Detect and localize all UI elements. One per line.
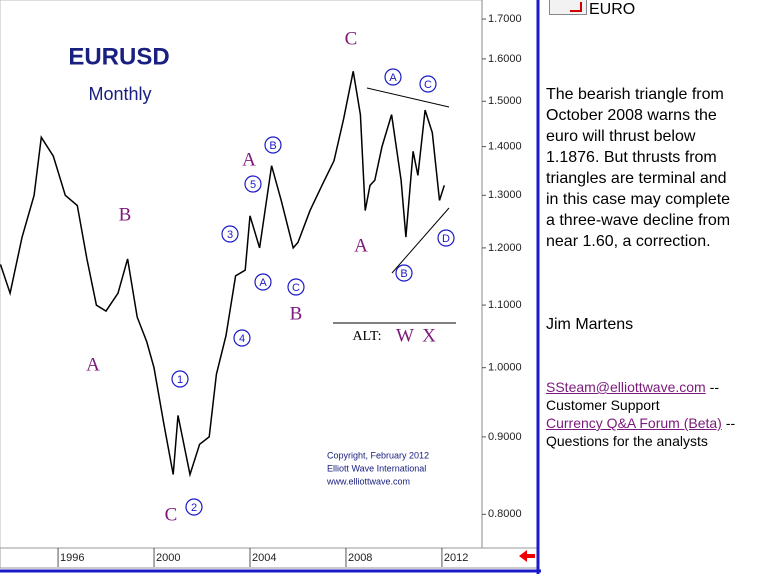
link-caption: Customer Support xyxy=(546,397,660,413)
link-suffix: -- xyxy=(709,379,720,395)
wave-label: C xyxy=(345,28,358,49)
sidebar: EURO The bearish triangle from October 20… xyxy=(541,0,770,570)
circled-label: D xyxy=(442,233,450,245)
y-tick-label: 1.4000 xyxy=(488,141,522,153)
wave-label: B xyxy=(290,303,303,324)
paragraph-line: The bearish triangle from xyxy=(546,86,724,103)
x-tick-label: 1996 xyxy=(60,552,84,564)
x-tick-label: 2000 xyxy=(156,552,180,564)
wave-label: B xyxy=(119,204,132,225)
wave-label: C xyxy=(165,504,178,525)
icon[interactable] xyxy=(549,0,587,15)
paragraph: The bearish triangle from October 2008 wa… xyxy=(546,84,730,252)
y-axis-area xyxy=(482,0,537,548)
y-tick-label: 1.5000 xyxy=(488,95,522,107)
chart-title: EURUSD xyxy=(68,43,169,70)
trendline xyxy=(391,207,450,274)
header: EURO xyxy=(589,1,636,18)
wave-label: A xyxy=(354,235,368,256)
circle-marker xyxy=(244,175,262,193)
paragraph-line: a three-wave decline from xyxy=(546,212,731,229)
y-tick-label: 1.3000 xyxy=(488,189,522,201)
circle-marker xyxy=(419,75,437,93)
link[interactable]: Currency Q&A Forum (Beta) xyxy=(546,415,722,431)
circle-marker xyxy=(264,136,282,154)
wave-label: A xyxy=(86,354,100,375)
circle-marker xyxy=(254,273,272,291)
y-tick-label: 1.6000 xyxy=(488,53,522,65)
copyright: Elliott Wave International xyxy=(327,463,426,473)
link-suffix: -- xyxy=(725,415,736,431)
y-tick-label: 0.8000 xyxy=(488,508,522,520)
circle-marker xyxy=(221,225,239,243)
copyright: Copyright, February 2012 xyxy=(327,450,429,460)
link-row: Currency Q&A Forum (Beta) -- xyxy=(546,414,735,432)
y-tick-label: 1.7000 xyxy=(488,13,522,25)
x-tick-label: 2012 xyxy=(444,552,468,564)
circle-marker xyxy=(384,68,402,86)
scroll-arrow[interactable] xyxy=(519,550,535,562)
circled-label: C xyxy=(424,79,432,91)
circled-label: 4 xyxy=(239,333,245,345)
circled-label: A xyxy=(259,277,267,289)
author: Jim Martens xyxy=(546,316,634,333)
x-tick-label: 2004 xyxy=(252,552,276,564)
y-tick-label: 1.2000 xyxy=(488,242,522,254)
copyright: www.elliottwave.com xyxy=(326,476,410,486)
wave-label: A xyxy=(242,149,256,170)
circled-label: C xyxy=(292,282,300,294)
circled-label: 3 xyxy=(227,229,233,241)
paragraph-line: October 2008 warns the xyxy=(546,107,717,124)
link[interactable]: SSteam@elliottwave.com xyxy=(546,379,706,395)
y-tick-label: 0.9000 xyxy=(488,431,522,443)
price-line xyxy=(0,71,446,478)
paragraph-line: in this case may complete xyxy=(546,191,731,208)
alt-label: X xyxy=(422,325,436,346)
y-tick-label: 1.0000 xyxy=(488,362,522,374)
circle-marker xyxy=(395,264,413,282)
chart-subtitle: Monthly xyxy=(88,84,151,104)
circle-marker xyxy=(287,278,305,296)
y-tick-label: 1.1000 xyxy=(488,299,522,311)
links: SSteam@elliottwave.com -- Customer Support… xyxy=(546,378,735,450)
circled-label: A xyxy=(389,72,397,84)
chart: EURUSD Monthly 0.8000 0.9000 1.0000 1.1000 1… xyxy=(0,0,541,574)
circle-marker xyxy=(185,498,203,516)
link-caption: Questions for the analysts xyxy=(546,433,708,449)
circled-label: B xyxy=(269,140,276,152)
circle-marker xyxy=(233,329,251,347)
paragraph-line: 1.1876. But thrusts from xyxy=(546,149,717,166)
paragraph-line: triangles are terminal and xyxy=(546,170,727,187)
circled-label: 1 xyxy=(177,374,183,386)
x-tick-label: 2008 xyxy=(348,552,372,564)
trendline xyxy=(366,87,450,108)
alt-label: W xyxy=(396,325,414,346)
circle-marker xyxy=(171,370,189,388)
circled-label: 5 xyxy=(250,179,256,191)
circle-marker xyxy=(437,229,455,247)
link-row: SSteam@elliottwave.com -- xyxy=(546,378,735,396)
alt-label: ALT: xyxy=(352,329,381,344)
circled-label: 2 xyxy=(191,502,197,514)
paragraph-line: near 1.60, a correction. xyxy=(546,233,711,250)
paragraph-line: euro will thrust below xyxy=(546,128,696,145)
circled-label: B xyxy=(400,268,407,280)
